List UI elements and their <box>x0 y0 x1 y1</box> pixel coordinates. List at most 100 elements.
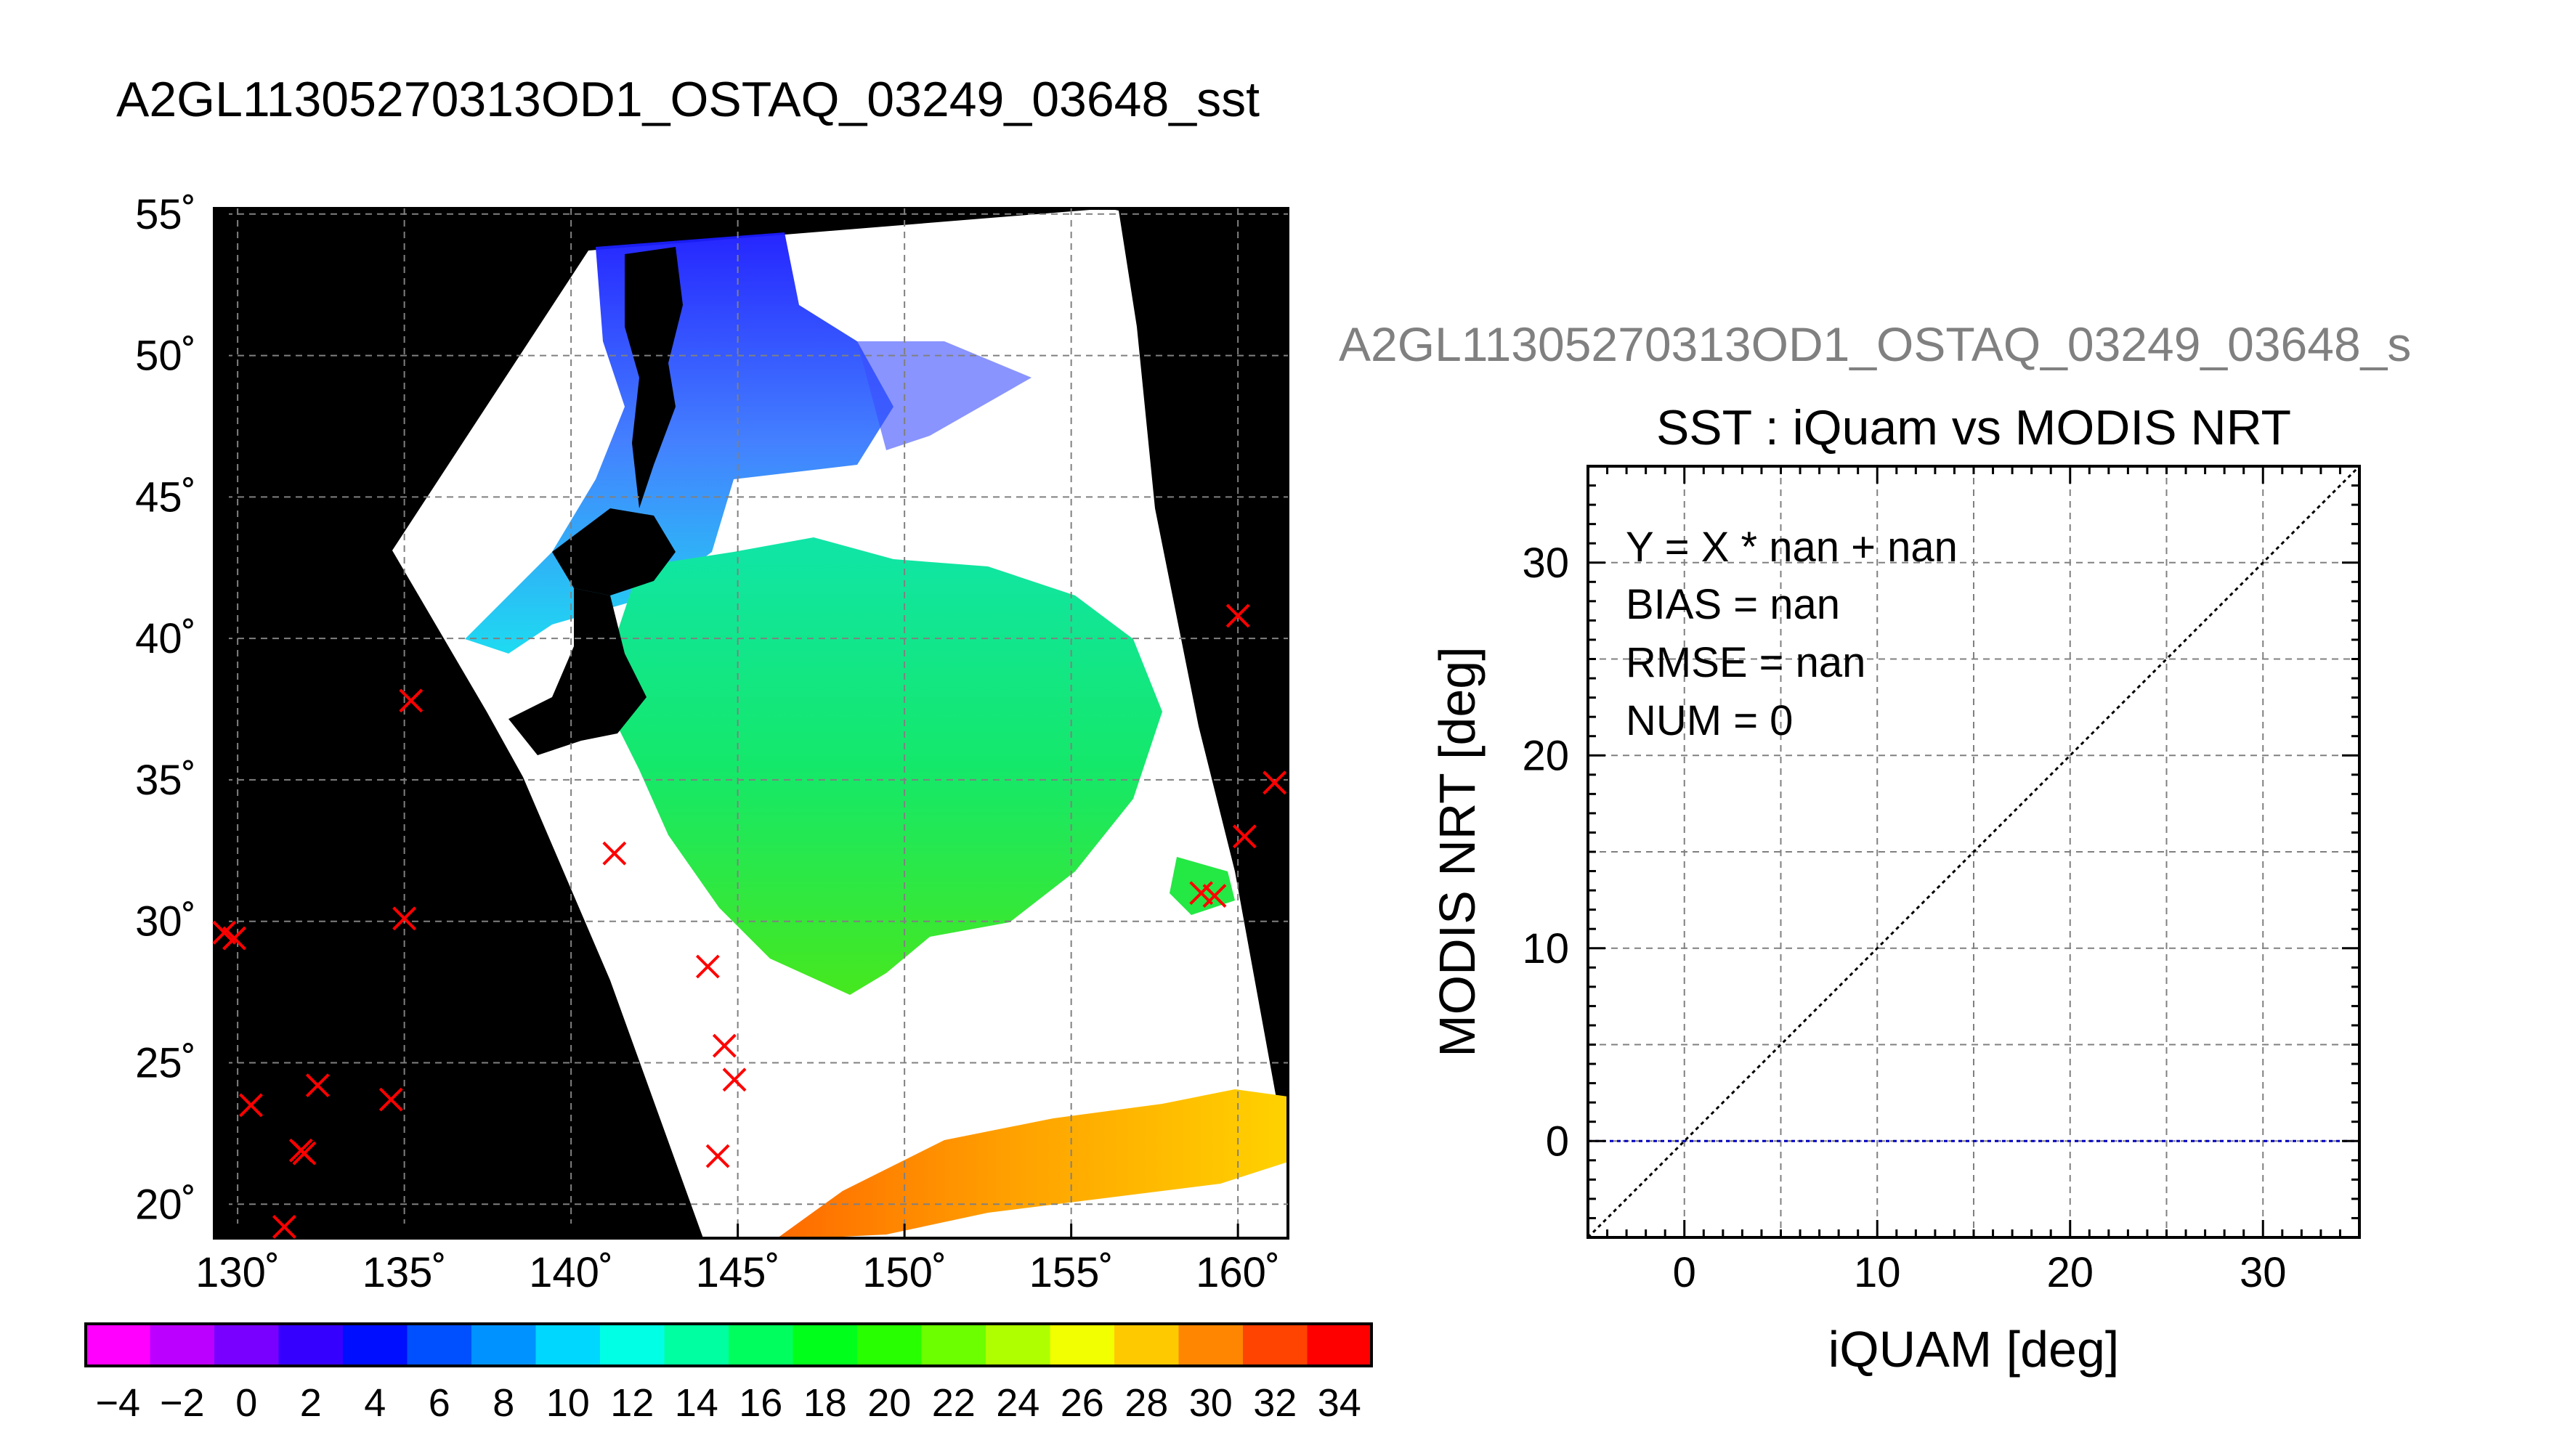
map-lat-label: 30˚ <box>135 898 196 945</box>
colorbar-tick-label: 12 <box>610 1381 654 1425</box>
colorbar-segment <box>278 1324 344 1366</box>
one-to-one-line <box>1588 466 2359 1237</box>
map-frame <box>213 207 1289 1240</box>
observation-marker <box>722 1067 747 1092</box>
stats-rmse: RMSE = nan <box>1626 639 1865 686</box>
scatter-y-label: MODIS NRT [deg] <box>1429 646 1486 1057</box>
observation-marker <box>602 841 627 866</box>
colorbar-segment <box>407 1324 472 1366</box>
colorbar-segment <box>86 1324 150 1366</box>
stats-bias: BIAS = nan <box>1626 581 1840 628</box>
land-honshu <box>508 588 647 755</box>
colorbar-tick-label: 22 <box>932 1381 976 1425</box>
observation-marker <box>378 1087 403 1112</box>
observation-marker <box>705 1144 730 1168</box>
observation-marker <box>222 926 246 951</box>
colorbar-segment <box>1114 1324 1179 1366</box>
colorbar-tick-label: 8 <box>493 1381 514 1425</box>
observation-marker <box>272 1215 296 1239</box>
scatter-panel: A2GL11305270313OD1_OSTAQ_03249_03648_s S… <box>1339 317 2411 1378</box>
scatter-stats: Y = X * nan + nan BIAS = nan RMSE = nan … <box>1626 524 1958 744</box>
colorbar-tick-label: 18 <box>803 1381 847 1425</box>
colorbar-tick-label: 6 <box>429 1381 450 1425</box>
colorbar-tick-label: 32 <box>1253 1381 1297 1425</box>
scatter-x-tick-label: 20 <box>2046 1249 2094 1296</box>
scatter-ticks: 0 10 20 30 0 10 20 30 <box>1522 465 2361 1296</box>
map-lon-label: 150˚ <box>862 1249 947 1296</box>
main-title: A2GL11305270313OD1_OSTAQ_03249_03648_sst <box>116 72 1260 127</box>
map-lon-label: 155˚ <box>1029 1249 1114 1296</box>
map-lat-label: 20˚ <box>135 1181 196 1228</box>
colorbar-tick-label: 10 <box>546 1381 590 1425</box>
map-lon-label: 135˚ <box>362 1249 447 1296</box>
scatter-y-tick-label: 20 <box>1522 732 1569 779</box>
stats-equation: Y = X * nan + nan <box>1626 524 1958 571</box>
colorbar-segment <box>600 1324 665 1366</box>
sst-map: 130˚ 135˚ 140˚ 145˚ 150˚ 155˚ 160˚ 55˚ 50˚ 45˚ 40˚… <box>135 191 1289 1296</box>
map-lat-label: 25˚ <box>135 1039 196 1086</box>
map-axis-labels: 130˚ 135˚ 140˚ 145˚ 150˚ 155˚ 160˚ 55˚ 50˚ 45˚ 40˚… <box>135 191 1280 1296</box>
colorbar-segment <box>214 1324 279 1366</box>
colorbar-tick-label: 0 <box>235 1381 257 1425</box>
colorbar-segment <box>986 1324 1050 1366</box>
scatter-x-tick-label: 10 <box>1854 1249 1901 1296</box>
sst-mid-latitudes <box>610 537 1162 995</box>
land-hokkaido <box>552 508 676 595</box>
observation-marker <box>1202 884 1227 908</box>
colorbar-tick-label: −4 <box>95 1381 140 1425</box>
colorbar-segment <box>343 1324 408 1366</box>
observation-marker <box>695 954 720 979</box>
colorbar-segment <box>857 1324 922 1366</box>
scatter-title: SST : iQuam vs MODIS NRT <box>1656 400 2291 455</box>
scatter-x-tick-label: 30 <box>2240 1249 2287 1296</box>
observation-marker <box>1232 824 1257 849</box>
observation-marker <box>712 1033 737 1058</box>
colorbar-segments <box>86 1324 1372 1366</box>
map-lon-label: 145˚ <box>696 1249 780 1296</box>
scatter-file-title: A2GL11305270313OD1_OSTAQ_03249_03648_s <box>1339 317 2411 371</box>
scatter-grid <box>1588 466 2359 1237</box>
map-lat-label: 55˚ <box>135 191 196 238</box>
colorbar-segment <box>1307 1324 1372 1366</box>
colorbar-segment <box>1178 1324 1244 1366</box>
observation-marker <box>1263 770 1287 795</box>
colorbar-segment <box>471 1324 536 1366</box>
land-sakhalin <box>625 247 683 508</box>
colorbar-tick-label: −2 <box>160 1381 205 1425</box>
colorbar-segment <box>921 1324 986 1366</box>
observation-marker <box>399 688 424 713</box>
colorbar-segment <box>729 1324 793 1366</box>
sst-northeast-cold <box>857 341 1032 450</box>
map-lon-label: 160˚ <box>1196 1249 1280 1296</box>
scatter-y-tick-label: 0 <box>1546 1118 1569 1165</box>
colorbar-segment <box>1050 1324 1115 1366</box>
colorbar-tick-label: 14 <box>675 1381 718 1425</box>
colorbar-tick-label: 28 <box>1124 1381 1168 1425</box>
observation-marker <box>239 1093 263 1118</box>
scatter-y-tick-label: 10 <box>1522 925 1569 972</box>
colorbar-segment <box>1243 1324 1308 1366</box>
colorbar-tick-label: 20 <box>867 1381 911 1425</box>
scatter-lines <box>1588 466 2359 1237</box>
colorbar: −4 −2 0 2 4 6 8 10 12 14 16 18 20 22 24 26 28 30 32 34 <box>84 1322 1373 1425</box>
colorbar-segment <box>150 1324 215 1366</box>
colorbar-segment <box>793 1324 858 1366</box>
colorbar-tick-label: 24 <box>996 1381 1040 1425</box>
map-grid <box>214 208 1288 1238</box>
scatter-y-tick-label: 30 <box>1522 540 1569 587</box>
colorbar-tick-label: 30 <box>1189 1381 1233 1425</box>
colorbar-tick-label: 2 <box>300 1381 322 1425</box>
observation-marker <box>1225 603 1250 628</box>
map-lat-label: 45˚ <box>135 473 196 521</box>
colorbar-frame <box>84 1322 1373 1367</box>
map-lon-label: 140˚ <box>529 1249 613 1296</box>
observation-marker <box>292 1141 317 1166</box>
colorbar-tick-label: 4 <box>364 1381 386 1425</box>
colorbar-labels: −4 −2 0 2 4 6 8 10 12 14 16 18 20 22 24 26 28 30 32 34 <box>95 1381 1361 1425</box>
scatter-x-label: iQUAM [deg] <box>1828 1321 2120 1378</box>
colorbar-tick-label: 16 <box>739 1381 782 1425</box>
map-lat-label: 35˚ <box>135 757 196 804</box>
map-lon-label: 130˚ <box>195 1249 280 1296</box>
